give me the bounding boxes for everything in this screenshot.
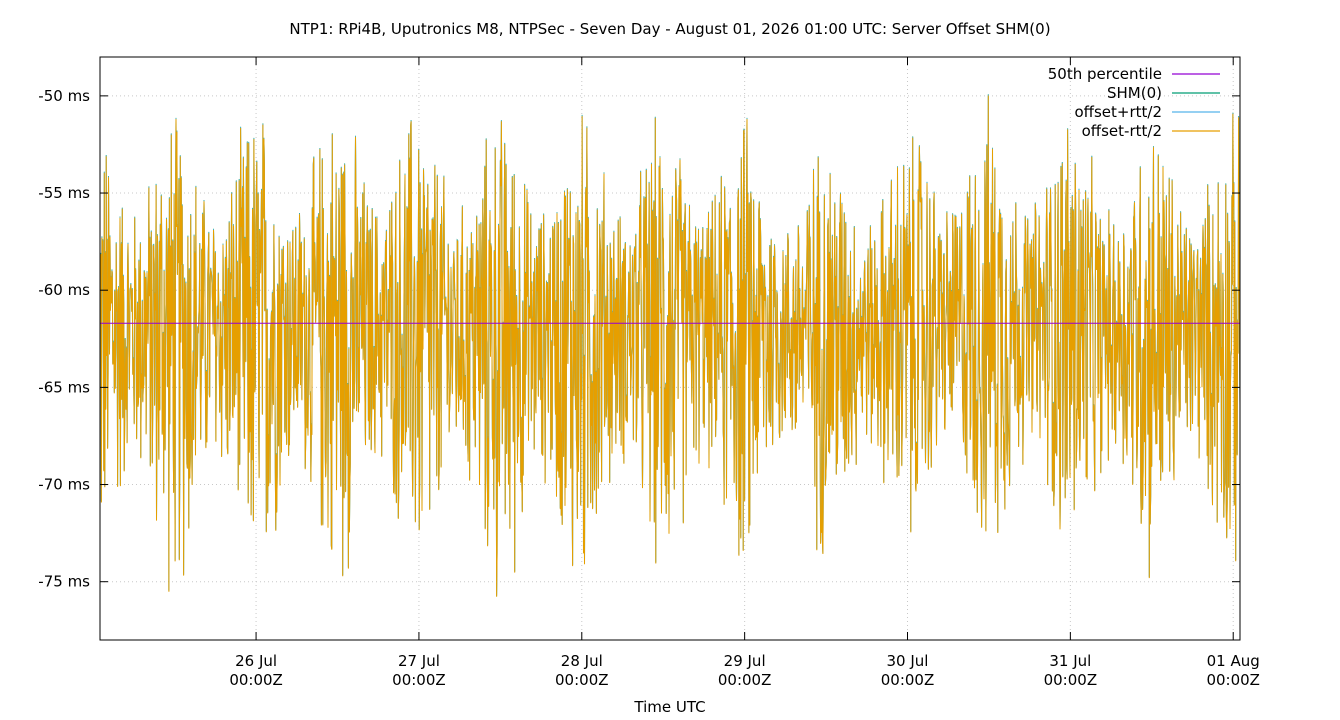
legend-label: offset-rtt/2 (1082, 122, 1162, 140)
chart-title: NTP1: RPi4B, Uputronics M8, NTPSec - Sev… (289, 20, 1050, 38)
x-tick-label: 26 Jul (235, 652, 277, 670)
y-tick-label: -70 ms (38, 476, 90, 494)
x-tick-sublabel: 00:00Z (1206, 671, 1260, 689)
x-tick-sublabel: 00:00Z (229, 671, 283, 689)
x-tick-label: 27 Jul (398, 652, 440, 670)
series-line-2 (99, 95, 1241, 597)
legend-label: 50th percentile (1048, 65, 1162, 83)
x-tick-label: 30 Jul (887, 652, 929, 670)
legend: 50th percentileSHM(0)offset+rtt/2offset-… (1048, 65, 1220, 140)
legend-label: SHM(0) (1107, 84, 1162, 102)
x-axis-label: Time UTC (633, 698, 705, 716)
y-tick-label: -60 ms (38, 281, 90, 299)
x-tick-sublabel: 00:00Z (392, 671, 446, 689)
y-tick-label: -65 ms (38, 378, 90, 396)
x-tick-sublabel: 00:00Z (1044, 671, 1098, 689)
y-tick-label: -55 ms (38, 184, 90, 202)
x-tick-label: 01 Aug (1207, 652, 1260, 670)
x-tick-label: 28 Jul (561, 652, 603, 670)
x-tick-sublabel: 00:00Z (881, 671, 935, 689)
series-layer (99, 94, 1241, 597)
x-tick-label: 31 Jul (1049, 652, 1091, 670)
x-tick-label: 29 Jul (724, 652, 766, 670)
legend-label: offset+rtt/2 (1074, 103, 1162, 121)
axis-layer: -50 ms -55 ms -60 ms -65 ms -70 ms -75 ms 26 J… (38, 57, 1260, 689)
plot-frame (99, 56, 1241, 641)
x-tick-sublabel: 00:00Z (555, 671, 609, 689)
y-tick-label: -75 ms (38, 573, 90, 591)
x-tick-sublabel: 00:00Z (718, 671, 772, 689)
y-tick-label: -50 ms (38, 87, 90, 105)
